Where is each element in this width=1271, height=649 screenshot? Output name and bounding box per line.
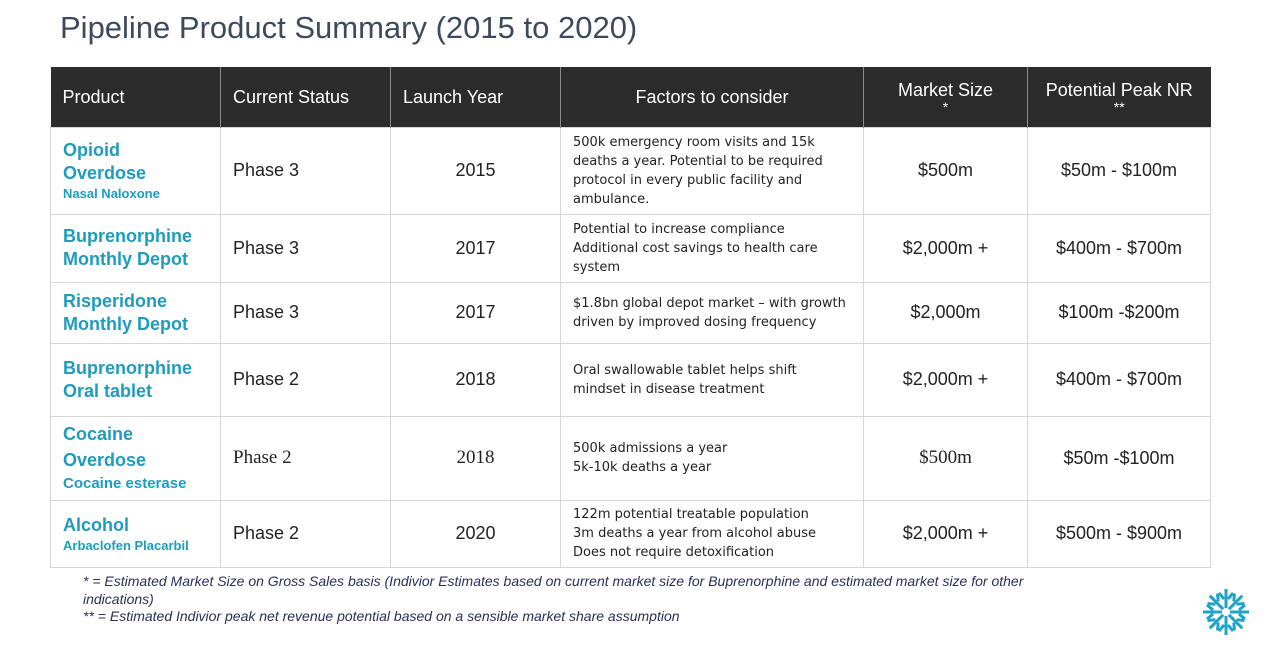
factor-line: $1.8bn global depot market – with growth [573,295,846,311]
header-product: Product [50,67,221,127]
snowflake-logo-icon [1203,589,1249,635]
product-name-line1: Buprenorphine [63,226,192,246]
factors-cell: 500k admissions a year 5k-10k deaths a y… [560,415,864,501]
peak-nr-cell: $400m - $700m [1027,342,1211,417]
header-peak-nr-label: Potential Peak NR [1045,79,1193,100]
product-cell: Buprenorphine Oral tablet [50,342,221,417]
footnote-market-size: * = Estimated Market Size on Gross Sales… [83,573,1024,607]
status-cell: Phase 2 [220,342,391,417]
factor-line: 122m potential treatable population [573,507,809,522]
table-row: Buprenorphine Oral tablet Phase 2 2018 O… [50,342,1211,417]
product-cell: Buprenorphine Monthly Depot [50,213,221,283]
factors-cell: Potential to increase compliance Additio… [560,213,864,283]
peak-nr-cell: $100m -$200m [1027,281,1211,344]
status-cell: Phase 3 [220,126,391,215]
launch-year-cell: 2018 [390,342,561,417]
factor-line: 5k-10k deaths a year [573,460,712,475]
market-size-cell: $500m [863,126,1028,215]
footnotes: * = Estimated Market Size on Gross Sales… [83,573,1093,626]
market-size-cell: $2,000m [863,281,1028,344]
factor-line: ambulance. [573,191,650,207]
product-name-line2: Monthly Depot [63,313,188,334]
launch-year-cell: 2018 [390,415,561,501]
header-factors: Factors to consider [560,67,864,127]
product-name-line2: Overdose [63,163,147,183]
header-market-size: Market Size * [863,67,1028,127]
table-row: Cocaine Overdose Cocaine esterase Phase … [50,415,1211,501]
product-name-line1: Buprenorphine [63,357,192,378]
table-row: Buprenorphine Monthly Depot Phase 3 2017… [50,213,1211,283]
product-cell: Cocaine Overdose Cocaine esterase [50,415,221,501]
launch-year-cell: 2017 [390,281,561,344]
factor-line: Does not require detoxification [573,545,775,560]
peak-nr-cell: $400m - $700m [1027,213,1211,283]
factor-line: Potential to increase compliance [573,221,785,237]
header-launch-year: Launch Year [390,67,561,127]
factor-line: system [573,259,620,275]
peak-nr-cell: $50m - $100m [1027,126,1211,215]
table-row: Opioid Overdose Nasal Naloxone Phase 3 2… [50,126,1211,215]
product-subtitle: Arbaclofen Placarbil [63,537,189,553]
footnote-peak-nr: ** = Estimated Indivior peak net revenue… [83,608,680,624]
factor-line: Oral swallowable tablet helps shift [573,362,797,378]
factors-cell: 500k emergency room visits and 15k death… [560,126,864,215]
header-market-size-note: * [942,98,949,115]
market-size-cell: $2,000m + [863,342,1028,417]
table-row: Alcohol Arbaclofen Placarbil Phase 2 202… [50,499,1211,568]
peak-nr-cell: $50m -$100m [1027,415,1211,501]
peak-nr-cell: $500m - $900m [1027,499,1211,568]
status-cell: Phase 2 [220,499,391,568]
factor-line: protocol in every public facility and [573,172,803,188]
factor-line: mindset in disease treatment [573,381,765,397]
status-cell: Phase 3 [220,213,391,283]
market-size-cell: $2,000m + [863,213,1028,283]
factors-cell: 122m potential treatable population 3m d… [560,499,864,568]
product-name-line1: Cocaine [63,424,134,444]
launch-year-cell: 2017 [390,213,561,283]
product-subtitle: Cocaine esterase [63,475,187,492]
factor-line: 500k admissions a year [573,441,728,456]
market-size-cell: $2,000m + [863,499,1028,568]
market-size-cell: $500m [863,415,1028,501]
product-name-line2: Overdose [63,450,147,470]
header-market-size-label: Market Size [897,79,994,100]
pipeline-table: Product Current Status Launch Year Facto… [50,67,1211,568]
product-name-line1: Risperidone [63,290,168,311]
product-subtitle: Nasal Naloxone [63,186,160,201]
factors-cell: Oral swallowable tablet helps shift mind… [560,342,864,417]
product-cell: Risperidone Monthly Depot [50,281,221,344]
factor-line: 3m deaths a year from alcohol abuse [573,526,816,541]
product-name-line2: Oral tablet [63,380,153,401]
factor-line: Additional cost savings to health care [573,240,818,256]
table-header-row: Product Current Status Launch Year Facto… [50,67,1211,127]
header-peak-nr: Potential Peak NR ** [1027,67,1211,127]
product-cell: Opioid Overdose Nasal Naloxone [50,126,221,215]
factor-line: deaths a year. Potential to be required [573,153,823,169]
page-title: Pipeline Product Summary (2015 to 2020) [60,10,638,45]
table-row: Risperidone Monthly Depot Phase 3 2017 $… [50,281,1211,344]
product-name-line1: Opioid [63,140,120,160]
launch-year-cell: 2015 [390,126,561,215]
product-cell: Alcohol Arbaclofen Placarbil [50,499,221,568]
header-peak-nr-note: ** [1113,98,1125,115]
status-cell: Phase 2 [220,415,391,501]
launch-year-cell: 2020 [390,499,561,568]
product-name-line2: Monthly Depot [63,249,188,269]
factor-line: driven by improved dosing frequency [573,314,817,330]
header-current-status: Current Status [220,67,391,127]
status-cell: Phase 3 [220,281,391,344]
product-name-line1: Alcohol [63,514,129,535]
factor-line: 500k emergency room visits and 15k [573,134,815,150]
factors-cell: $1.8bn global depot market – with growth… [560,281,864,344]
